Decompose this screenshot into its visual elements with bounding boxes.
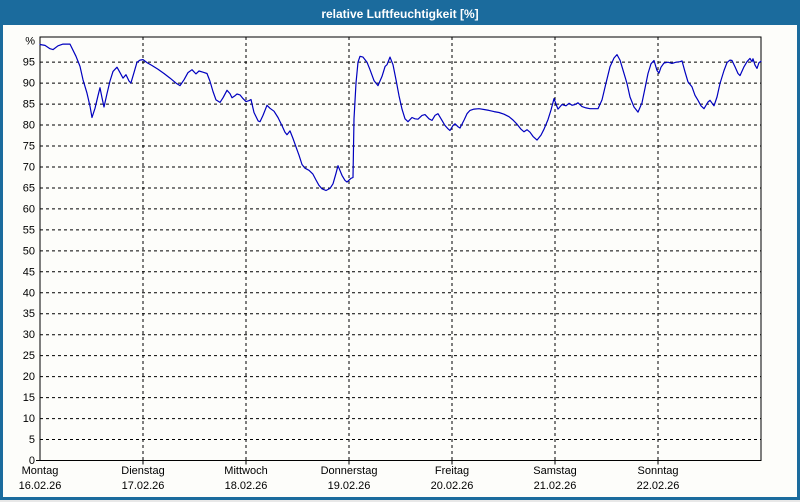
plot-border — [39, 36, 762, 461]
svg-text:17.02.26: 17.02.26 — [122, 480, 165, 492]
svg-text:0: 0 — [29, 455, 35, 467]
svg-text:19.02.26: 19.02.26 — [328, 480, 371, 492]
svg-text:85: 85 — [23, 99, 35, 111]
svg-text:75: 75 — [23, 141, 35, 153]
svg-text:30: 30 — [23, 329, 35, 341]
svg-text:40: 40 — [23, 287, 35, 299]
svg-text:65: 65 — [23, 182, 35, 194]
svg-text:Mittwoch: Mittwoch — [224, 465, 267, 477]
svg-text:50: 50 — [23, 245, 35, 257]
svg-text:5: 5 — [29, 434, 35, 446]
svg-text:20.02.26: 20.02.26 — [431, 480, 474, 492]
x-gridlines — [142, 37, 659, 461]
svg-text:45: 45 — [23, 266, 35, 278]
svg-text:Sonntag: Sonntag — [638, 465, 679, 477]
svg-text:16.02.26: 16.02.26 — [19, 480, 62, 492]
svg-text:20: 20 — [23, 371, 35, 383]
svg-text:Donnerstag: Donnerstag — [321, 465, 378, 477]
y-gridlines — [40, 61, 761, 441]
axis-ticks — [36, 460, 659, 465]
svg-text:Dienstag: Dienstag — [121, 465, 164, 477]
svg-text:80: 80 — [23, 120, 35, 132]
humidity-series-line — [39, 43, 762, 192]
svg-text:22.02.26: 22.02.26 — [637, 480, 680, 492]
svg-text:90: 90 — [23, 78, 35, 90]
svg-text:60: 60 — [23, 203, 35, 215]
svg-text:21.02.26: 21.02.26 — [534, 480, 577, 492]
humidity-line-chart: %95908580757065605550454035302520151050M… — [19, 36, 762, 492]
window-titlebar: relative Luftfeuchtigkeit [%] — [3, 3, 797, 25]
svg-text:95: 95 — [23, 57, 35, 69]
svg-text:Samstag: Samstag — [533, 465, 576, 477]
chart-area: % 95 90 85 80 75 70 65 60 55 50 45 40 35 30 25 20 15 10 5 0 M… — [3, 25, 797, 497]
svg-text:55: 55 — [23, 224, 35, 236]
svg-text:25: 25 — [23, 350, 35, 362]
window-title: relative Luftfeuchtigkeit [%] — [321, 7, 479, 21]
svg-text:%: % — [25, 36, 35, 48]
svg-text:Montag: Montag — [22, 465, 59, 477]
svg-text:70: 70 — [23, 161, 35, 173]
x-axis-labels: Montag 16.02.26 Dienstag 17.02.26 Mittwoch 18… — [19, 465, 680, 492]
svg-text:10: 10 — [23, 413, 35, 425]
svg-text:35: 35 — [23, 308, 35, 320]
svg-text:18.02.26: 18.02.26 — [225, 480, 268, 492]
svg-text:Freitag: Freitag — [435, 465, 469, 477]
svg-text:15: 15 — [23, 392, 35, 404]
